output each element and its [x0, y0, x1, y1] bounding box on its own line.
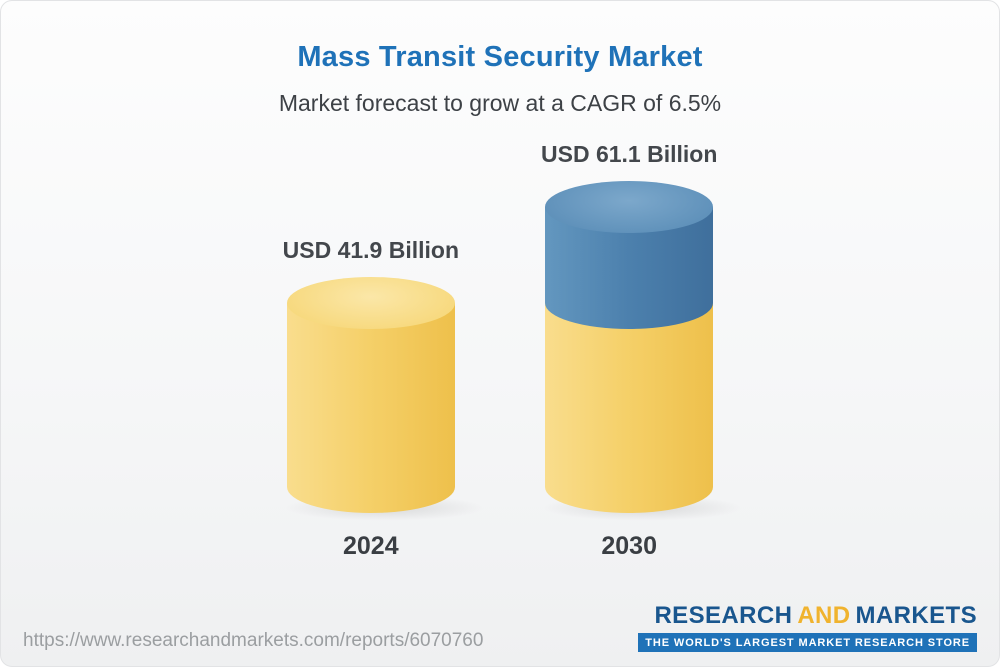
cylinder-wrap-2030 — [535, 180, 751, 522]
cylinder-body-2024 — [286, 303, 455, 513]
chart-title: Mass Transit Security Market — [297, 41, 703, 73]
bar-group-2030: USD 61.1 Billion 2030 — [535, 141, 751, 561]
cylinder-2030 — [545, 181, 714, 513]
footer: https://www.researchandmarkets.com/repor… — [1, 603, 999, 652]
report-url: https://www.researchandmarkets.com/repor… — [23, 630, 484, 651]
year-label-2030: 2030 — [601, 532, 657, 560]
chart-area: USD 41.9 Billion 2024 USD 61.1 Billion — [1, 141, 999, 561]
logo-tagline: THE WORLD'S LARGEST MARKET RESEARCH STOR… — [638, 633, 977, 652]
value-label-2024: USD 41.9 Billion — [282, 237, 459, 263]
bar-group-2024: USD 41.9 Billion 2024 — [276, 237, 492, 561]
value-label-2030: USD 61.1 Billion — [541, 141, 718, 167]
header: Mass Transit Security Market Market fore… — [1, 1, 999, 117]
growth-segment-top-ellipse — [545, 181, 714, 233]
year-label-2024: 2024 — [343, 532, 399, 560]
cylinder-2024 — [286, 277, 455, 513]
logo-word-and: AND — [797, 602, 851, 629]
logo-wordmark: RESEARCH AND MARKETS — [638, 603, 977, 629]
cylinder-wrap-2024 — [276, 276, 492, 522]
cylinder-top-ellipse — [286, 277, 455, 329]
research-and-markets-logo: RESEARCH AND MARKETS THE WORLD'S LARGEST M… — [638, 603, 977, 652]
chart-subtitle: Market forecast to grow at a CAGR of 6.5… — [278, 90, 722, 116]
logo-word-markets: MARKETS — [855, 602, 977, 629]
logo-word-research: RESEARCH — [654, 602, 793, 629]
